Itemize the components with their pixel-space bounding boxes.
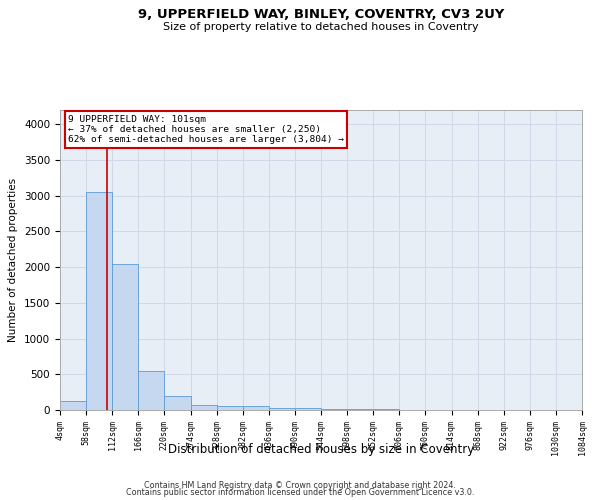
Text: Contains public sector information licensed under the Open Government Licence v3: Contains public sector information licen…	[126, 488, 474, 497]
Text: Distribution of detached houses by size in Coventry: Distribution of detached houses by size …	[168, 442, 474, 456]
Bar	[269, 408, 295, 410]
Bar	[191, 404, 217, 410]
Bar	[295, 408, 321, 410]
Bar	[321, 408, 347, 410]
Text: 9 UPPERFIELD WAY: 101sqm
← 37% of detached houses are smaller (2,250)
62% of sem: 9 UPPERFIELD WAY: 101sqm ← 37% of detach…	[68, 114, 344, 144]
Y-axis label: Number of detached properties: Number of detached properties	[8, 178, 19, 342]
Text: Size of property relative to detached houses in Coventry: Size of property relative to detached ho…	[163, 22, 479, 32]
Bar	[112, 264, 139, 410]
Bar	[164, 396, 191, 410]
Text: 9, UPPERFIELD WAY, BINLEY, COVENTRY, CV3 2UY: 9, UPPERFIELD WAY, BINLEY, COVENTRY, CV3…	[138, 8, 504, 20]
Text: Contains HM Land Registry data © Crown copyright and database right 2024.: Contains HM Land Registry data © Crown c…	[144, 480, 456, 490]
Bar	[242, 406, 269, 410]
Bar	[60, 400, 86, 410]
Bar	[86, 192, 112, 410]
Bar	[217, 406, 242, 410]
Bar	[139, 370, 164, 410]
